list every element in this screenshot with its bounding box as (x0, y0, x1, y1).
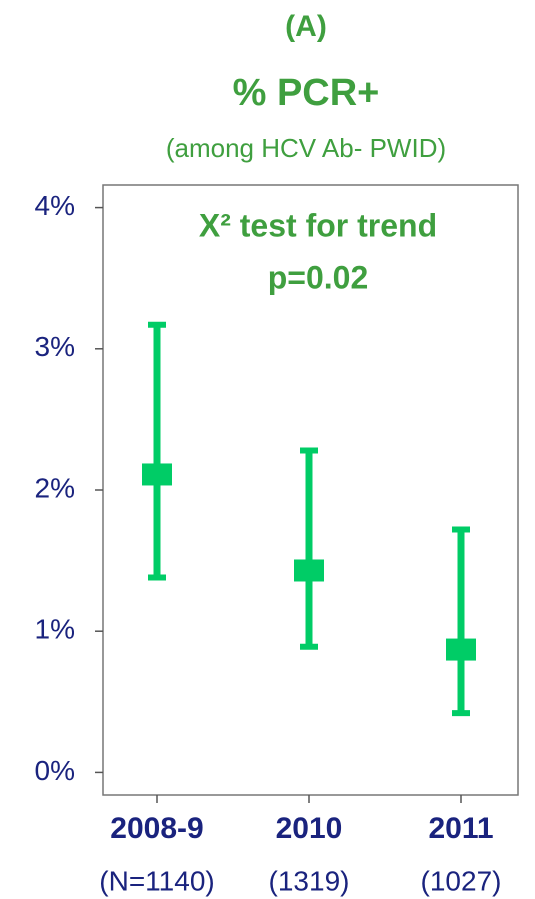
x-sublabel: (1027) (421, 865, 502, 896)
point (294, 559, 324, 582)
chart-title: (A) (285, 10, 327, 43)
annotation: p=0.02 (268, 259, 369, 295)
y-tick-label: 3% (35, 331, 75, 362)
point (142, 463, 172, 486)
y-tick-label: 4% (35, 190, 75, 221)
chart-subtitle2: (among HCV Ab- PWID) (166, 133, 446, 163)
point (446, 638, 476, 661)
annotation: X² test for trend (199, 207, 437, 243)
y-tick-label: 2% (35, 472, 75, 503)
chart-subtitle: % PCR+ (233, 72, 380, 114)
x-tick-label: 2010 (276, 812, 343, 845)
x-sublabel: (N=1140) (99, 865, 214, 896)
y-tick-label: 1% (35, 614, 75, 645)
x-sublabel: (1319) (269, 865, 350, 896)
x-tick-label: 2008-9 (110, 812, 203, 845)
x-tick-label: 2011 (428, 812, 493, 845)
y-tick-label: 0% (35, 755, 75, 786)
